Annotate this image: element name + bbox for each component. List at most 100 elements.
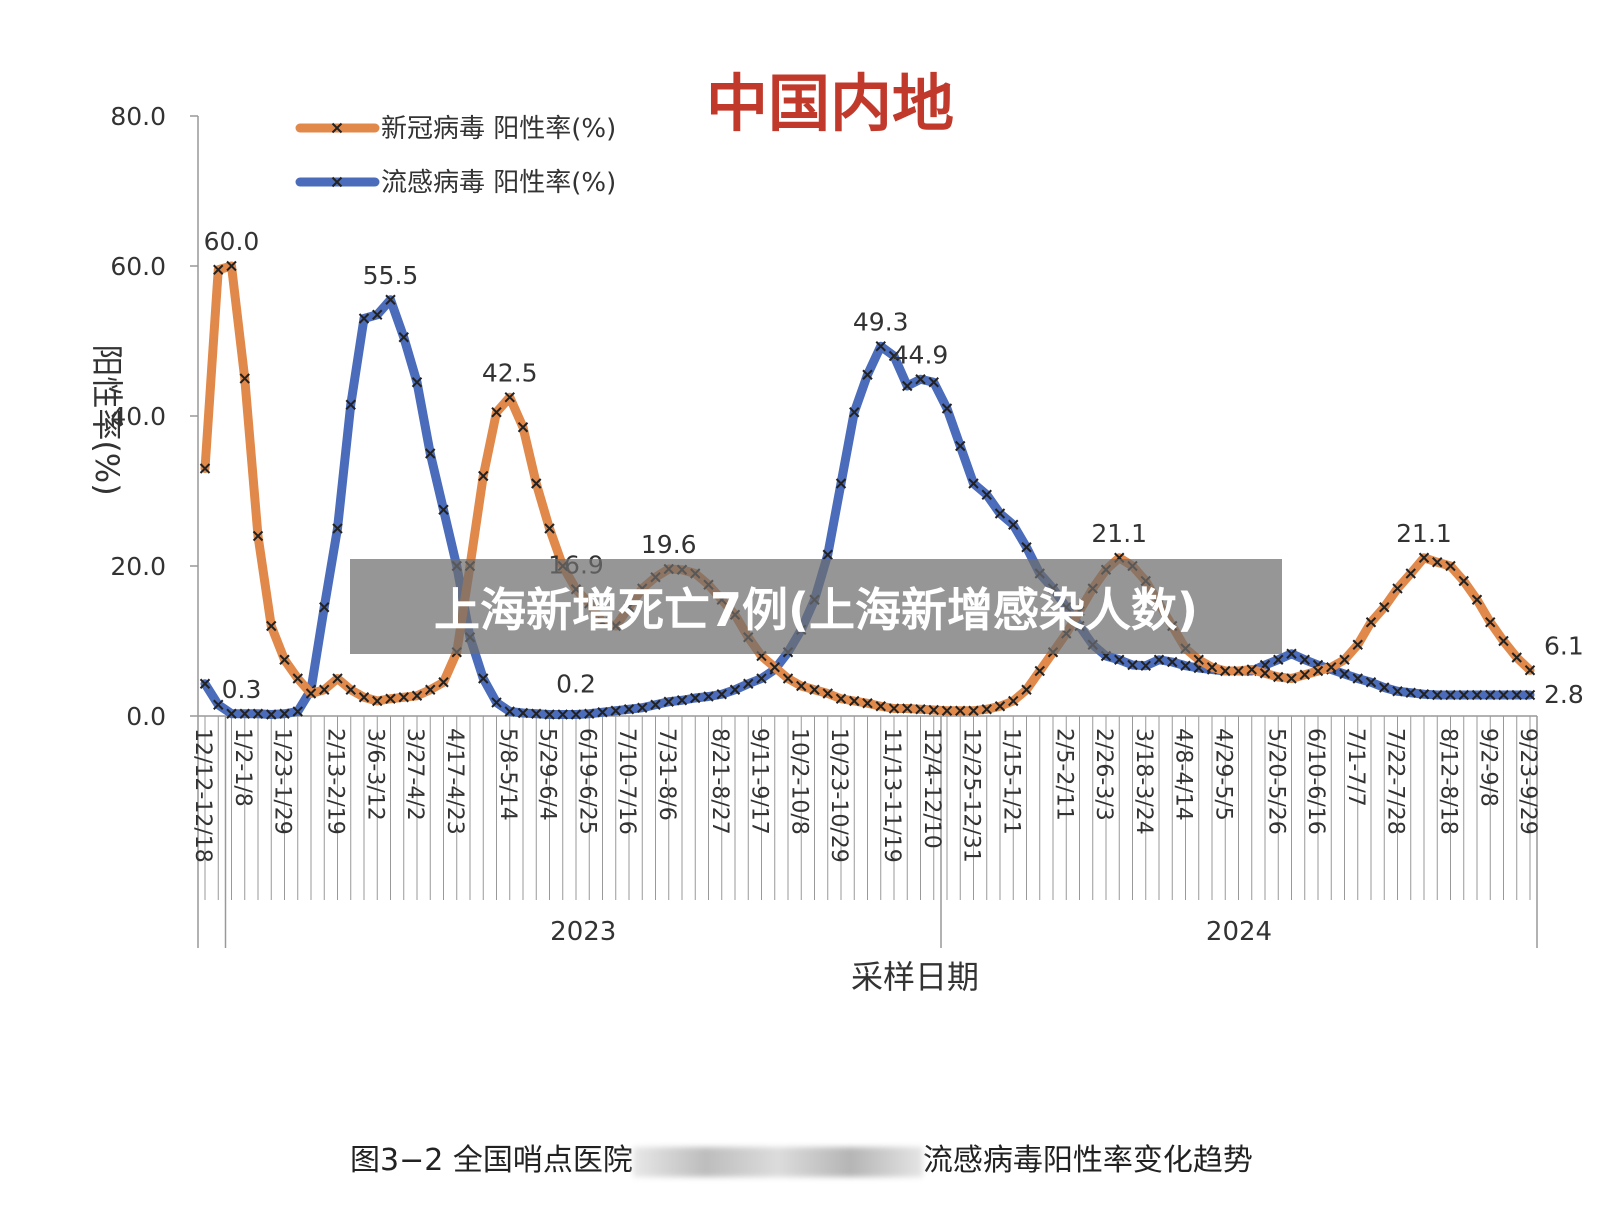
data-point [1286, 673, 1297, 684]
data-point [252, 708, 264, 719]
blurred-text [632, 1146, 923, 1177]
data-point [1008, 519, 1019, 530]
data-point [398, 692, 409, 703]
data-point [663, 696, 674, 707]
data-point [1498, 689, 1509, 701]
data-point [1485, 689, 1496, 701]
y-tick-label: 20.0 [110, 552, 166, 581]
data-point [305, 688, 317, 699]
x-tick-label: 9/11-9/17 [747, 728, 772, 835]
series-lines [199, 260, 1536, 720]
x-tick-label: 7/10-7/16 [614, 728, 639, 835]
data-point [1352, 639, 1363, 650]
x-tick-label: 10/2-10/8 [786, 728, 811, 835]
x-tick-label: 5/20-5/26 [1263, 728, 1288, 835]
data-point [1405, 568, 1416, 579]
y-tick-label: 80.0 [110, 102, 166, 131]
data-point [1127, 659, 1138, 671]
data-point [782, 673, 794, 684]
data-point [888, 350, 900, 362]
data-point [345, 684, 356, 695]
data-point [372, 695, 383, 707]
data-point [1140, 660, 1151, 671]
x-tick-label: 8/12-8/18 [1436, 728, 1461, 835]
data-point [1365, 677, 1377, 688]
data-point [425, 448, 436, 459]
data-label: 21.1 [1091, 519, 1147, 548]
data-point [358, 313, 370, 324]
x-tick-label: 4/29-5/5 [1210, 728, 1235, 821]
legend-marker [331, 122, 343, 134]
data-point [610, 705, 621, 716]
x-tick-label: 5/8-5/14 [495, 728, 520, 821]
x-tick-label: 6/10-6/16 [1303, 728, 1328, 835]
data-label: 49.3 [853, 307, 909, 336]
x-tick-label: 1/23-1/29 [270, 728, 295, 835]
data-point [1339, 668, 1350, 680]
data-point [902, 703, 913, 714]
data-point [955, 440, 966, 452]
data-point [1458, 689, 1469, 701]
data-labels: 60.00.355.542.516.90.219.649.344.921.121… [204, 227, 1584, 709]
data-point [1206, 662, 1218, 673]
data-point [279, 654, 290, 665]
data-point [438, 504, 449, 515]
data-point [570, 709, 582, 720]
x-tick-label: 4/17-4/23 [442, 728, 467, 835]
data-point [544, 523, 555, 534]
data-point [835, 693, 847, 704]
data-point [1246, 664, 1257, 675]
year-label: 2024 [1206, 917, 1272, 947]
data-point [199, 678, 211, 689]
axis-group: 0.0 20.0 40.0 60.0 80.0 12/12-12/18 1/2-1/8 1/2… [110, 102, 1540, 948]
data-point [1511, 652, 1522, 663]
data-point [226, 708, 237, 719]
data-point [292, 706, 303, 717]
data-point [849, 695, 860, 707]
caption-suffix: 流感病毒阳性率变化趋势 [922, 1143, 1253, 1178]
data-point [385, 294, 396, 305]
x-tick-label: 10/23-10/29 [826, 728, 851, 863]
data-point [478, 470, 489, 482]
x-tick-label: 3/27-4/2 [402, 728, 427, 821]
data-point [1339, 654, 1350, 665]
data-point [902, 380, 913, 392]
data-point [597, 707, 608, 718]
data-point [1498, 635, 1509, 647]
data-point [928, 704, 939, 716]
data-point [531, 478, 542, 489]
data-point [1153, 654, 1165, 665]
data-point [888, 703, 900, 714]
data-point [1445, 560, 1456, 572]
data-point [1405, 687, 1416, 698]
data-point [544, 709, 555, 720]
data-point [504, 706, 515, 717]
data-label: 21.1 [1396, 519, 1452, 548]
data-point [1379, 602, 1390, 613]
legend-label: 新冠病毒 阳性率(%) [381, 114, 616, 144]
data-point [941, 705, 953, 716]
data-point [266, 620, 277, 632]
data-label: 44.9 [893, 340, 949, 369]
data-point [1114, 654, 1125, 665]
data-point [796, 680, 807, 692]
data-point [769, 662, 780, 673]
x-tick-label: 2/5-2/11 [1051, 728, 1076, 821]
data-point [1471, 689, 1483, 701]
y-tick-label: 60.0 [110, 252, 166, 281]
data-point [252, 530, 264, 542]
data-point [1021, 684, 1032, 695]
data-point [729, 684, 741, 695]
x-tick-label: 9/23-9/29 [1515, 728, 1540, 835]
data-point [994, 701, 1006, 712]
x-tick-label: 7/22-7/28 [1383, 728, 1408, 835]
x-tick-label: 12/4-12/10 [919, 728, 944, 849]
data-point [862, 369, 873, 380]
data-point [557, 709, 568, 720]
data-point [1418, 689, 1430, 700]
data-point [199, 463, 211, 474]
year-label: 2023 [550, 917, 616, 947]
data-point [849, 407, 860, 418]
data-point [491, 697, 502, 708]
data-label: 19.6 [641, 530, 697, 559]
